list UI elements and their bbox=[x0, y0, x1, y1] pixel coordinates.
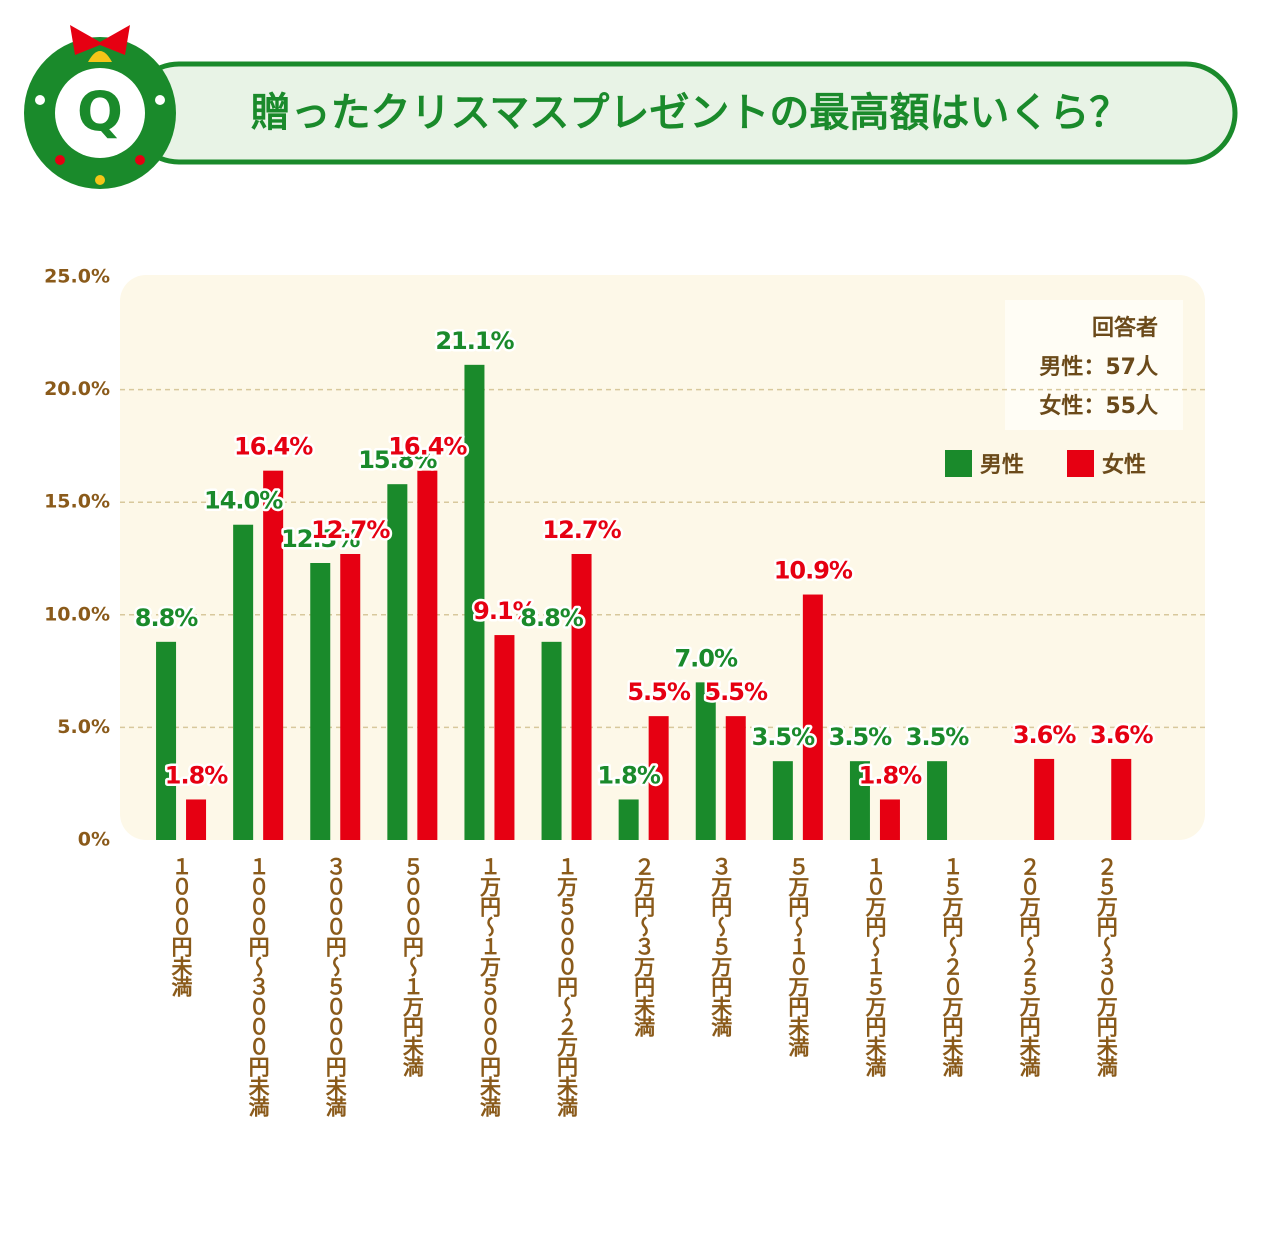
value-label: 3.5% bbox=[829, 723, 893, 751]
ornament bbox=[155, 95, 165, 105]
value-label: 3.5% bbox=[752, 723, 816, 751]
value-label: 21.1% bbox=[435, 327, 514, 355]
y-tick-label: 0% bbox=[78, 829, 110, 851]
value-label: 5.5% bbox=[704, 678, 768, 706]
bar bbox=[725, 716, 746, 840]
legend-swatch bbox=[945, 450, 972, 477]
bar bbox=[1111, 758, 1132, 840]
value-label: 5.5% bbox=[627, 678, 691, 706]
x-tick-label: ３万円～５万円未満 bbox=[709, 856, 734, 1037]
value-label: 1.8% bbox=[165, 761, 229, 789]
bar bbox=[648, 716, 669, 840]
bar bbox=[927, 761, 948, 840]
value-label: 16.4% bbox=[234, 433, 313, 461]
ribbon bbox=[70, 25, 130, 55]
y-tick-label: 10.0% bbox=[44, 603, 110, 625]
bar bbox=[695, 682, 716, 840]
legend-label: 女性 bbox=[1102, 452, 1146, 478]
x-tick-label: １０００円～３０００円未満 bbox=[246, 856, 270, 1117]
value-label: 12.7% bbox=[542, 516, 621, 544]
value-label: 9.1% bbox=[473, 597, 537, 625]
bar bbox=[849, 761, 870, 840]
bar bbox=[494, 635, 515, 840]
bar bbox=[464, 364, 485, 840]
chart-title: 贈ったクリスマスプレゼントの最高額はいくら？ bbox=[251, 90, 1130, 136]
x-tick-label: １０万円～１５万円未満 bbox=[863, 856, 888, 1077]
bar bbox=[1034, 758, 1055, 840]
x-tick-label: １０００円未満 bbox=[169, 856, 193, 997]
respondents-note: 回答者 bbox=[1092, 315, 1158, 341]
x-tick-label: ２万円～３万円未満 bbox=[632, 856, 657, 1037]
y-tick-label: 5.0% bbox=[57, 716, 110, 738]
respondents-note: 女性：55人 bbox=[1039, 393, 1158, 419]
legend-label: 男性 bbox=[980, 453, 1024, 478]
value-label: 7.0% bbox=[674, 644, 738, 672]
bar bbox=[310, 563, 331, 840]
bar bbox=[186, 799, 207, 840]
x-tick-label: ５万円～１０万円未満 bbox=[786, 856, 811, 1057]
y-tick-label: 25.0% bbox=[44, 266, 110, 288]
value-label: 8.8% bbox=[520, 604, 584, 632]
value-label: 1.8% bbox=[859, 761, 923, 789]
x-tick-label: １万円～１万５０００円未満 bbox=[477, 856, 502, 1117]
value-label: 1.8% bbox=[597, 761, 661, 789]
bar bbox=[802, 594, 823, 840]
ornament bbox=[135, 155, 145, 165]
value-label: 3.5% bbox=[906, 723, 970, 751]
ornament bbox=[35, 95, 45, 105]
bar bbox=[340, 553, 361, 840]
bar bbox=[156, 641, 177, 840]
x-tick-label: ３０００円～５０００円未満 bbox=[323, 856, 347, 1117]
y-tick-label: 15.0% bbox=[44, 491, 110, 513]
badge-letter: Q bbox=[77, 81, 123, 144]
ornament bbox=[55, 155, 65, 165]
legend-swatch bbox=[1067, 450, 1094, 477]
value-label: 12.3% bbox=[281, 525, 360, 553]
x-tick-label: １５万円～２０万円未満 bbox=[940, 856, 965, 1077]
bar bbox=[541, 641, 562, 840]
bell bbox=[88, 51, 112, 62]
bar bbox=[387, 484, 408, 840]
x-tick-label: １万５０００円～２万円未満 bbox=[555, 856, 580, 1117]
value-label: 14.0% bbox=[204, 487, 283, 515]
value-label: 16.4% bbox=[388, 433, 467, 461]
value-label: 3.6% bbox=[1013, 721, 1077, 749]
ornament bbox=[95, 175, 105, 185]
bar bbox=[233, 524, 254, 840]
bar bbox=[879, 799, 900, 840]
value-label: 3.6% bbox=[1090, 721, 1154, 749]
x-tick-label: ２０万円～２５万円未満 bbox=[1017, 856, 1042, 1077]
bar bbox=[417, 470, 438, 840]
respondents-box bbox=[1005, 300, 1183, 430]
x-tick-label: ５０００円～１万円未満 bbox=[400, 856, 425, 1077]
respondents-note: 男性：57人 bbox=[1039, 355, 1158, 380]
bar bbox=[618, 799, 639, 840]
x-tick-label: ２５万円～３０万円未満 bbox=[1094, 856, 1119, 1077]
badge-circle bbox=[55, 68, 145, 158]
bar bbox=[571, 553, 592, 840]
bar bbox=[772, 761, 793, 840]
value-label: 12.7% bbox=[311, 516, 390, 544]
value-label: 15.8% bbox=[358, 446, 437, 474]
value-label: 10.9% bbox=[774, 557, 853, 585]
value-label: 8.8% bbox=[135, 604, 199, 632]
bar bbox=[263, 470, 284, 840]
y-tick-label: 20.0% bbox=[44, 378, 110, 400]
